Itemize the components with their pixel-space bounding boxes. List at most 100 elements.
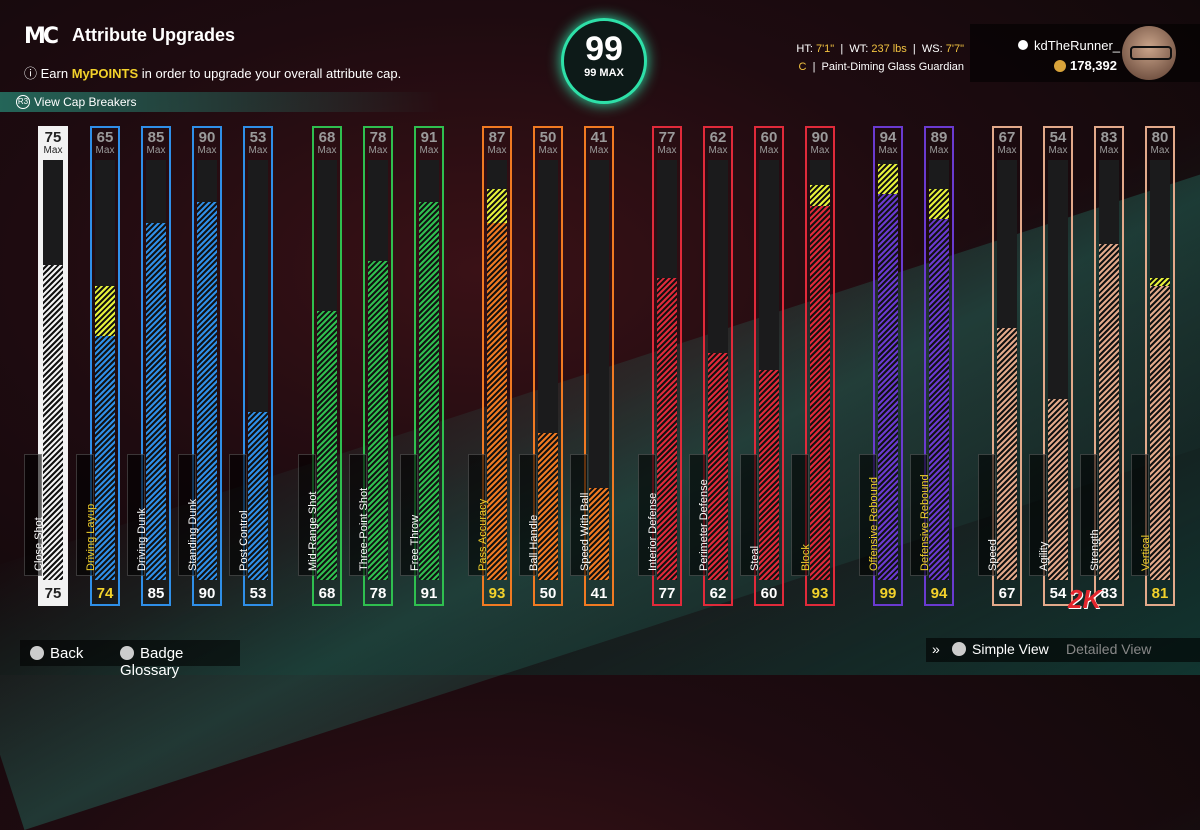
view-toggle: » Simple View Detailed View xyxy=(926,638,1200,662)
vc-balance: 178,392 xyxy=(1070,58,1117,73)
attribute-label-tab: Driving Dunk xyxy=(127,454,148,576)
attribute-name: Pass Accuracy xyxy=(477,498,489,571)
attribute-column-free-throw[interactable]: 91 Max 91 xyxy=(414,126,444,606)
attribute-bar-fill xyxy=(248,412,268,580)
attribute-label-tab: Perimeter Defense xyxy=(689,454,710,576)
attribute-column-speed-with-ball[interactable]: 41 Max 41 xyxy=(584,126,614,606)
r3-button-icon: R3 xyxy=(16,95,30,109)
attribute-max-value: 83 xyxy=(1100,129,1118,146)
attribute-name: Speed xyxy=(987,539,999,571)
attribute-label-tab: Steal xyxy=(740,454,761,576)
attribute-current-value: 67 xyxy=(998,585,1016,602)
vc-coin-icon xyxy=(1054,60,1066,72)
attribute-max-value: 68 xyxy=(318,129,336,146)
footer-left-controls: Back Badge Glossary xyxy=(20,640,240,679)
attribute-name: Ball Handle xyxy=(528,514,540,571)
attribute-label-tab: Mid-Range Shot xyxy=(298,454,319,576)
attribute-max-value: 53 xyxy=(249,129,267,146)
attribute-max-value: 87 xyxy=(488,129,506,146)
attribute-boost-fill xyxy=(95,286,115,337)
detailed-view-tab[interactable]: Detailed View xyxy=(1066,641,1152,657)
username: kdTheRunner_ xyxy=(1034,38,1120,53)
attribute-bar-fill xyxy=(419,202,439,580)
attribute-bar-fill xyxy=(1048,399,1068,580)
attribute-name: Three-Point Shot xyxy=(358,487,370,571)
attribute-column-strength[interactable]: 83 Max 83 xyxy=(1094,126,1124,606)
attribute-column-steal[interactable]: 60 Max 60 xyxy=(754,126,784,606)
attribute-current-value: 93 xyxy=(811,585,829,602)
attribute-boost-fill xyxy=(878,164,898,194)
attribute-max-value: 89 xyxy=(930,129,948,146)
attribute-label-tab: Pass Accuracy xyxy=(468,454,489,576)
attribute-bar-track xyxy=(43,160,63,580)
attribute-label-tab: Interior Defense xyxy=(638,454,659,576)
attribute-column-agility[interactable]: 54 Max 54 xyxy=(1043,126,1073,606)
attribute-name: Driving Layup xyxy=(85,503,97,571)
subtitle-suffix: in order to upgrade your overall attribu… xyxy=(138,66,402,81)
attribute-name: Free Throw xyxy=(409,514,421,571)
attribute-column-block[interactable]: 90 Max 93 xyxy=(805,126,835,606)
attribute-bar-fill xyxy=(657,277,677,580)
attribute-name: Vertical xyxy=(1140,534,1152,571)
attribute-max-label: Max xyxy=(1150,145,1170,156)
player-measurements: HT: 7'1" | WT: 237 lbs | WS: 7'7" xyxy=(796,43,964,55)
attribute-label-tab: Block xyxy=(791,454,812,576)
attribute-current-value: 53 xyxy=(249,585,267,602)
attribute-column-driving-dunk[interactable]: 85 Max 85 xyxy=(141,126,171,606)
attribute-name: Agility xyxy=(1038,541,1050,571)
attribute-current-value: 77 xyxy=(658,585,676,602)
attribute-max-label: Max xyxy=(317,145,337,156)
wingspan-value: 7'7" xyxy=(945,43,964,55)
back-button[interactable]: Back xyxy=(30,645,83,662)
circle-button-icon xyxy=(30,646,44,660)
attribute-label-tab: Strength xyxy=(1080,454,1101,576)
weight-label: WT: xyxy=(849,43,869,55)
attribute-current-value: 50 xyxy=(539,585,557,602)
attribute-bar-track xyxy=(997,160,1017,580)
simple-view-tab[interactable]: Simple View xyxy=(952,641,1049,657)
attribute-max-label: Max xyxy=(929,145,949,156)
attribute-max-label: Max xyxy=(759,145,779,156)
attribute-name: Speed With Ball xyxy=(579,492,591,571)
height-value: 7'1" xyxy=(815,43,835,55)
attribute-column-speed[interactable]: 67 Max 67 xyxy=(992,126,1022,606)
attribute-label-tab: Post Control xyxy=(229,454,250,576)
overall-value: 99 xyxy=(585,30,623,68)
attribute-current-value: 94 xyxy=(930,585,948,602)
attribute-column-mid-range-shot[interactable]: 68 Max 68 xyxy=(312,126,342,606)
attribute-bar-track xyxy=(589,160,609,580)
attribute-bar-fill xyxy=(368,260,388,580)
attribute-max-value: 94 xyxy=(879,129,897,146)
attribute-column-post-control[interactable]: 53 Max 53 xyxy=(243,126,273,606)
attribute-column-interior-defense[interactable]: 77 Max 77 xyxy=(652,126,682,606)
attribute-column-offensive-rebound[interactable]: 94 Max 99 xyxy=(873,126,903,606)
attribute-max-value: 54 xyxy=(1049,129,1067,146)
attribute-column-close-shot[interactable]: 75 Max 75 xyxy=(38,126,68,606)
attribute-column-driving-layup[interactable]: 65 Max 74 xyxy=(90,126,120,606)
attribute-column-defensive-rebound[interactable]: 89 Max 94 xyxy=(924,126,954,606)
attribute-max-label: Max xyxy=(810,145,830,156)
attribute-column-perimeter-defense[interactable]: 62 Max 62 xyxy=(703,126,733,606)
attribute-column-standing-dunk[interactable]: 90 Max 90 xyxy=(192,126,222,606)
attribute-bar-fill xyxy=(146,223,166,580)
attribute-max-label: Max xyxy=(1099,145,1119,156)
attribute-column-three-point-shot[interactable]: 78 Max 78 xyxy=(363,126,393,606)
attribute-max-value: 67 xyxy=(998,129,1016,146)
attribute-max-label: Max xyxy=(197,145,217,156)
attribute-column-pass-accuracy[interactable]: 87 Max 93 xyxy=(482,126,512,606)
badge-glossary-button[interactable]: Badge Glossary xyxy=(120,645,240,679)
attribute-max-value: 90 xyxy=(198,129,216,146)
attribute-bar-track xyxy=(368,160,388,580)
attribute-current-value: 93 xyxy=(488,585,506,602)
overall-rating-badge: 99 99 MAX xyxy=(561,18,647,104)
attribute-max-value: 80 xyxy=(1151,129,1169,146)
attribute-max-label: Max xyxy=(95,145,115,156)
simple-view-label: Simple View xyxy=(972,641,1049,657)
attribute-bar-fill xyxy=(538,433,558,580)
attribute-column-ball-handle[interactable]: 50 Max 50 xyxy=(533,126,563,606)
attribute-column-vertical[interactable]: 80 Max 81 xyxy=(1145,126,1175,606)
attribute-bar-track xyxy=(1150,160,1170,580)
view-cap-breakers-button[interactable]: R3 View Cap Breakers xyxy=(0,92,440,112)
attribute-label-tab: Standing Dunk xyxy=(178,454,199,576)
player-position: C xyxy=(798,61,807,73)
